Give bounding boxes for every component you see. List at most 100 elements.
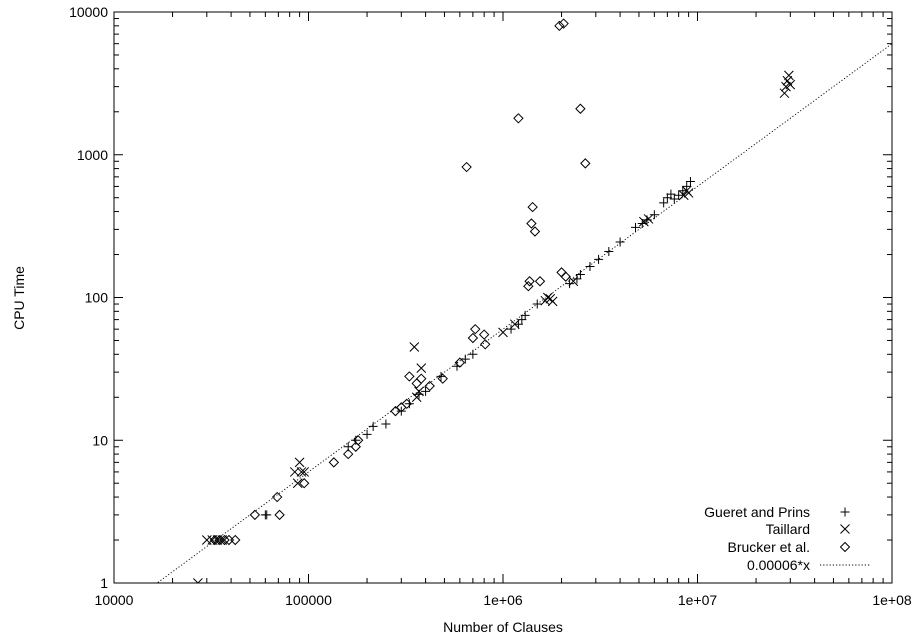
data-point xyxy=(217,535,228,545)
data-point xyxy=(219,534,230,546)
data-point xyxy=(416,373,427,384)
data-point xyxy=(534,276,546,287)
data-point xyxy=(230,534,241,546)
data-point xyxy=(362,429,372,439)
data-point xyxy=(292,478,303,489)
data-point xyxy=(479,339,491,350)
data-point xyxy=(274,509,285,521)
data-point xyxy=(527,201,538,213)
data-point xyxy=(784,70,794,81)
data-point xyxy=(659,198,669,208)
data-point xyxy=(249,509,261,521)
data-point xyxy=(298,478,310,489)
legend-marker xyxy=(840,524,850,534)
data-point xyxy=(779,88,790,99)
y-tick-label: 1 xyxy=(100,575,108,591)
y-tick-label: 10000 xyxy=(69,4,108,20)
data-point xyxy=(575,103,586,114)
data-point xyxy=(424,380,435,392)
data-point xyxy=(421,386,431,396)
data-point xyxy=(662,193,672,203)
data-point xyxy=(682,181,692,191)
data-point xyxy=(404,371,415,382)
data-point xyxy=(565,279,575,289)
data-point xyxy=(529,226,541,237)
data-point xyxy=(560,271,571,282)
data-point xyxy=(594,254,604,264)
data-point xyxy=(452,361,462,371)
data-point xyxy=(404,399,414,409)
data-point xyxy=(580,158,591,169)
data-point xyxy=(352,435,364,446)
data-point xyxy=(409,342,420,352)
data-point xyxy=(467,332,479,344)
x-tick-label: 10000 xyxy=(95,592,134,608)
data-point xyxy=(568,276,579,287)
y-tick-label: 10 xyxy=(92,432,108,448)
data-point xyxy=(351,435,361,445)
data-point xyxy=(683,188,694,198)
y-tick-label: 1000 xyxy=(77,147,108,163)
data-point xyxy=(685,176,695,186)
data-point xyxy=(674,190,684,200)
data-point xyxy=(523,280,534,292)
data-point xyxy=(785,79,796,90)
data-point xyxy=(342,448,354,460)
x-tick-label: 1e+07 xyxy=(678,592,718,608)
fit-line-series xyxy=(156,43,892,583)
legend-label: Brucker et al. xyxy=(728,539,810,555)
data-point xyxy=(639,216,649,227)
data-point xyxy=(782,75,793,86)
data-point xyxy=(478,329,490,340)
data-point xyxy=(381,419,391,429)
y-tick-label: 100 xyxy=(85,290,109,306)
data-point xyxy=(649,210,659,220)
data-point xyxy=(526,218,537,229)
data-point xyxy=(615,237,625,247)
data-point xyxy=(214,534,226,546)
y-axis-label: CPU Time xyxy=(11,266,27,330)
data-point xyxy=(558,18,569,29)
series-taillard xyxy=(193,70,796,583)
data-point xyxy=(414,386,424,397)
data-point xyxy=(193,578,203,583)
data-point xyxy=(554,20,565,32)
data-point xyxy=(524,276,535,287)
data-point xyxy=(513,113,524,124)
data-point xyxy=(678,190,689,201)
data-point xyxy=(498,327,508,338)
data-point xyxy=(470,323,481,335)
data-point xyxy=(207,535,218,545)
data-point xyxy=(350,441,361,452)
data-point xyxy=(262,510,272,520)
data-point xyxy=(604,247,614,257)
data-point xyxy=(328,457,340,468)
axes-layer: 10000 100000 1e+06 1e+07 1e+08 1 10 100 1000 1000… xyxy=(69,4,912,608)
data-point xyxy=(296,467,307,477)
data-point xyxy=(631,222,641,232)
x-tick-label: 1e+08 xyxy=(872,592,912,608)
data-point xyxy=(575,269,585,279)
x-tick-label: 1e+06 xyxy=(483,592,523,608)
data-point xyxy=(461,161,472,173)
data-point xyxy=(454,357,466,368)
data-point xyxy=(643,214,654,224)
data-point xyxy=(294,457,305,468)
data-point xyxy=(509,319,520,330)
data-point xyxy=(416,363,427,373)
legend-label: Taillard xyxy=(766,521,810,537)
data-point xyxy=(437,373,448,384)
data-point xyxy=(506,324,516,334)
data-point xyxy=(271,491,283,503)
data-point xyxy=(460,354,470,364)
data-point xyxy=(669,194,679,204)
data-point xyxy=(585,261,595,271)
data-point xyxy=(666,189,676,199)
x-tick-label: 100000 xyxy=(285,592,332,608)
legend-label: Gueret and Prins xyxy=(704,504,810,520)
points-layer xyxy=(156,18,892,583)
data-point xyxy=(396,406,406,416)
